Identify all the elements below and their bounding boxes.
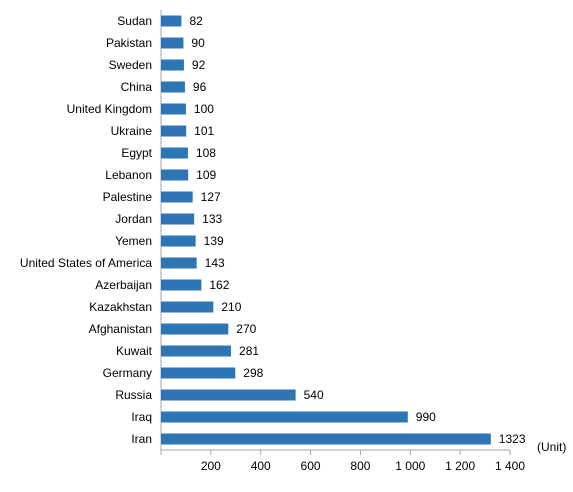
value-label: 90 <box>191 36 205 50</box>
category-label: Iraq <box>131 410 152 424</box>
bar <box>161 323 229 335</box>
value-label: 162 <box>209 278 229 292</box>
value-label: 143 <box>205 256 225 270</box>
value-label: 133 <box>202 212 222 226</box>
category-label: United States of America <box>20 256 152 270</box>
value-label: 210 <box>221 300 241 314</box>
category-label: Ukraine <box>111 124 153 138</box>
x-tick-label: 1 000 <box>395 459 425 473</box>
value-label: 109 <box>196 168 216 182</box>
bar <box>161 389 296 401</box>
category-label: Jordan <box>115 212 152 226</box>
category-label: Russia <box>115 388 152 402</box>
unit-label: (Unit) <box>537 440 566 454</box>
value-labels: 82 90 92 96 100 101 108 109 127 133 139 143 162 210 27… <box>189 14 525 446</box>
value-label: 96 <box>193 80 207 94</box>
bar <box>161 433 491 445</box>
bar <box>161 213 195 225</box>
bars-group <box>161 15 491 445</box>
bar <box>161 279 202 291</box>
category-label: United Kingdom <box>67 102 152 116</box>
category-label: Iran <box>131 432 152 446</box>
category-label: Azerbaijan <box>95 278 152 292</box>
category-label: Pakistan <box>106 36 152 50</box>
category-label: Egypt <box>121 146 152 160</box>
value-label: 92 <box>192 58 206 72</box>
bar <box>161 81 185 93</box>
x-tick-label: 400 <box>251 459 271 473</box>
value-label: 270 <box>236 322 256 336</box>
category-label: Sweden <box>109 58 152 72</box>
x-tick-label: 1 400 <box>495 459 525 473</box>
bar <box>161 301 214 313</box>
value-label: 281 <box>239 344 259 358</box>
category-label: Palestine <box>103 190 153 204</box>
x-tick-label: 200 <box>201 459 221 473</box>
bar <box>161 257 197 269</box>
bar <box>161 345 232 357</box>
value-label: 108 <box>196 146 216 160</box>
category-labels: Sudan Pakistan Sweden China United Kingdom Uk… <box>20 14 153 446</box>
category-label: Kuwait <box>116 344 153 358</box>
bar <box>161 367 236 379</box>
bar <box>161 103 186 115</box>
x-tick-label: 800 <box>350 459 370 473</box>
category-label: China <box>121 80 153 94</box>
x-tick-label: 600 <box>301 459 321 473</box>
category-label: Lebanon <box>105 168 152 182</box>
bar <box>161 191 193 203</box>
bar <box>161 37 184 49</box>
value-label: 82 <box>189 14 203 28</box>
bar <box>161 147 188 159</box>
category-label: Afghanistan <box>89 322 152 336</box>
value-label: 990 <box>416 410 436 424</box>
value-label: 100 <box>194 102 214 116</box>
bar <box>161 125 187 137</box>
bar <box>161 235 196 247</box>
category-label: Sudan <box>117 14 152 28</box>
category-label: Kazakhstan <box>89 300 152 314</box>
value-label: 139 <box>204 234 224 248</box>
bar <box>161 15 182 27</box>
value-label: 298 <box>243 366 263 380</box>
bar <box>161 411 408 423</box>
value-label: 127 <box>201 190 221 204</box>
x-tick-label: 1 200 <box>445 459 475 473</box>
value-label: 101 <box>194 124 214 138</box>
category-label: Germany <box>103 366 152 380</box>
x-axis-ticks: 200 400 600 800 1 000 1 200 1 400 <box>160 450 525 473</box>
bar <box>161 169 189 181</box>
value-label: 540 <box>304 388 324 402</box>
value-label: 1323 <box>499 432 526 446</box>
category-label: Yemen <box>115 234 152 248</box>
bar <box>161 59 184 71</box>
